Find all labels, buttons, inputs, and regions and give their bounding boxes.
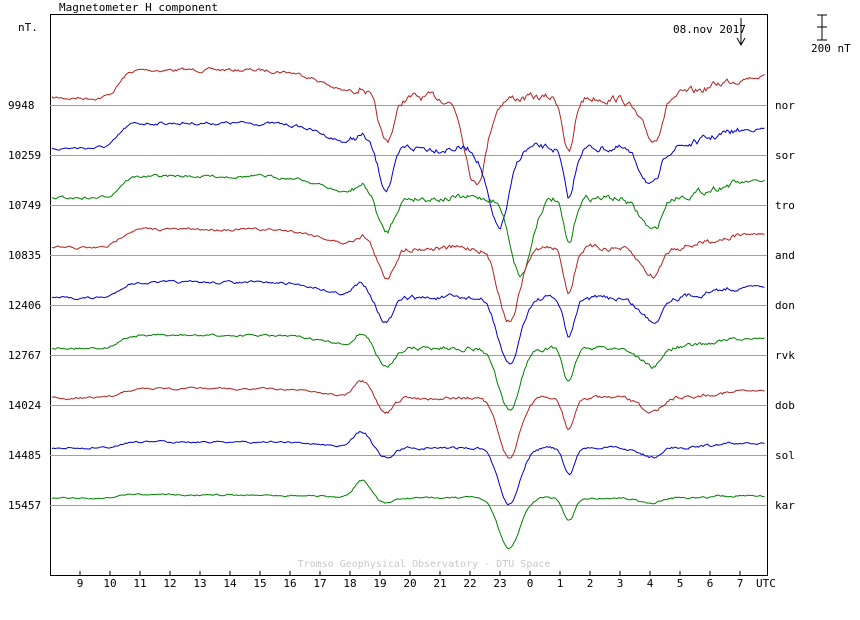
- x-tick-label: 6: [707, 577, 714, 590]
- station-label: and: [775, 249, 795, 262]
- baseline-label: 14024: [8, 399, 41, 412]
- series-line-don: [51, 279, 765, 365]
- baseline-label: 10835: [8, 249, 41, 262]
- station-label: sor: [775, 149, 795, 162]
- scale-bar-icon: [817, 14, 827, 41]
- x-tick-label: 1: [557, 577, 564, 590]
- baseline-label: 15457: [8, 499, 41, 512]
- series-line-dob: [51, 379, 765, 459]
- y-baseline-labels: 9948 10259 10749 10835 12406 12767 14024 14485 1…: [8, 99, 41, 512]
- series-line-and: [51, 227, 765, 323]
- series-line-rvk: [52, 333, 765, 411]
- station-labels: nor sor tro and don rvk dob sol kar: [775, 99, 795, 512]
- x-tick-label: 4: [647, 577, 654, 590]
- x-tick-label: 0: [527, 577, 534, 590]
- baseline-label: 12767: [8, 349, 41, 362]
- x-tick-label: 17: [313, 577, 326, 590]
- x-tick-label: 10: [103, 577, 116, 590]
- x-axis-unit: UTC: [756, 577, 776, 590]
- x-tick-label: 14: [223, 577, 237, 590]
- baseline-label: 10259: [8, 149, 41, 162]
- series-line-sol: [51, 431, 765, 506]
- x-tick-label: 21: [433, 577, 446, 590]
- baseline-label: 12406: [8, 299, 41, 312]
- baseline-label: 9948: [8, 99, 35, 112]
- scale-bar-label: 200 nT: [811, 42, 851, 55]
- baseline-label: 14485: [8, 449, 41, 462]
- x-tick-label: 9: [77, 577, 84, 590]
- date-marker-arrow: [736, 18, 746, 47]
- x-tick-label: 12: [163, 577, 176, 590]
- chart-title: Magnetometer H component: [59, 1, 218, 14]
- x-tick-label: 15: [253, 577, 266, 590]
- x-tick-label: 7: [737, 577, 744, 590]
- x-tick-label: 3: [617, 577, 624, 590]
- x-tick-label: 13: [193, 577, 206, 590]
- x-tick-label: 18: [343, 577, 356, 590]
- x-tick-label: 19: [373, 577, 386, 590]
- x-tick-label: 2: [587, 577, 594, 590]
- credit-watermark: Tromso Geophysical Observatory - DTU Spa…: [298, 559, 551, 570]
- station-label: sol: [775, 449, 795, 462]
- station-label: kar: [775, 499, 795, 512]
- station-label: don: [775, 299, 795, 312]
- date-label: 08.nov 2017: [673, 23, 746, 36]
- y-axis-unit: nT.: [18, 21, 38, 34]
- x-tick-label: 16: [283, 577, 296, 590]
- x-axis-ticks: 9 10 11 12 13 14 15 16 17 18 19 20 21 22 23 0 1 2 3 4 5 6 7: [77, 571, 744, 590]
- baseline-label: 10749: [8, 199, 41, 212]
- station-label: tro: [775, 199, 795, 212]
- series-line-kar: [51, 479, 765, 550]
- grid-lines: [50, 105, 767, 506]
- plot-frame: [50, 14, 768, 576]
- station-label: rvk: [775, 349, 795, 362]
- x-tick-label: 5: [677, 577, 684, 590]
- x-tick-label: 23: [493, 577, 506, 590]
- series-line-sor: [51, 120, 765, 230]
- x-tick-label: 11: [133, 577, 146, 590]
- station-label: dob: [775, 399, 795, 412]
- series-line-nor: [51, 66, 765, 186]
- series-line-tro: [51, 173, 765, 278]
- x-tick-label: 22: [463, 577, 476, 590]
- station-label: nor: [775, 99, 795, 112]
- x-tick-label: 20: [403, 577, 416, 590]
- series-traces: [51, 66, 765, 550]
